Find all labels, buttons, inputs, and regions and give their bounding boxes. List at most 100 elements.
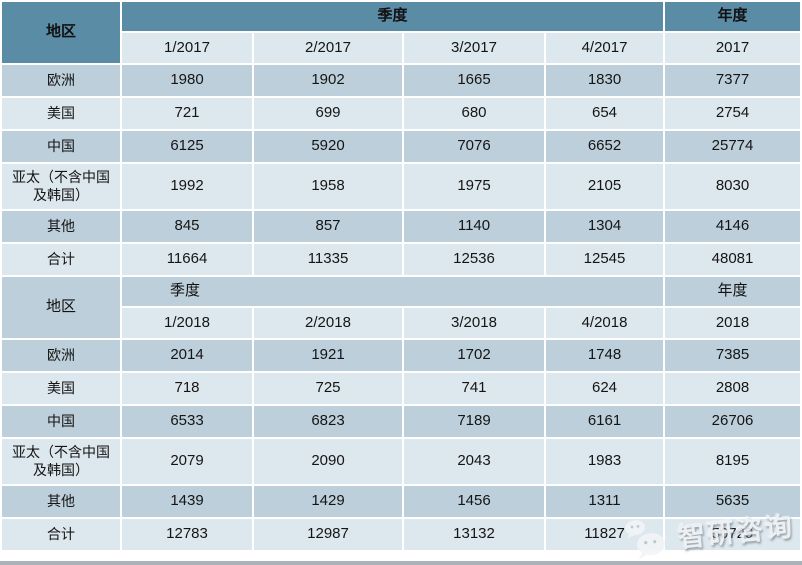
value-cell: 1748 xyxy=(546,340,664,371)
table-row: 合计 12783 12987 13132 11827 50729 xyxy=(2,519,801,550)
region-cell: 美国 xyxy=(2,373,120,404)
value-cell: 11664 xyxy=(122,244,252,275)
region-cell: 其他 xyxy=(2,211,120,242)
region-cell: 中国 xyxy=(2,406,120,437)
value-cell: 1992 xyxy=(122,164,252,209)
value-cell: 654 xyxy=(546,98,664,129)
region-cell: 欧洲 xyxy=(2,65,120,96)
value-cell: 2079 xyxy=(122,439,252,484)
value-cell: 1983 xyxy=(546,439,664,484)
region-cell: 亚太（不含中国及韩国） xyxy=(2,439,120,484)
value-cell: 721 xyxy=(122,98,252,129)
value-cell: 699 xyxy=(254,98,402,129)
region-cell: 欧洲 xyxy=(2,340,120,371)
table-row: 中国 6533 6823 7189 6161 26706 xyxy=(2,406,801,437)
value-cell: 5635 xyxy=(665,486,801,517)
value-cell: 2105 xyxy=(546,164,664,209)
column-header-row: 1/2018 2/2018 3/2018 4/2018 2018 xyxy=(2,308,801,338)
region-cell: 其他 xyxy=(2,486,120,517)
column-header-cell: 2/2017 xyxy=(254,33,402,63)
column-header-cell: 3/2018 xyxy=(404,308,544,338)
column-header-cell: 1/2018 xyxy=(122,308,252,338)
table-row: 中国 6125 5920 7076 6652 25774 xyxy=(2,131,801,162)
value-cell: 1304 xyxy=(546,211,664,242)
table-row: 合计 11664 11335 12536 12545 48081 xyxy=(2,244,801,275)
section-header-row: 地区 季度 年度 xyxy=(2,277,801,338)
quarterly-data-table: 地区 季度 年度 1/2017 2/2017 3/2017 4/2017 2017 欧洲 1980… xyxy=(0,0,802,552)
value-cell: 1456 xyxy=(404,486,544,517)
value-cell: 624 xyxy=(546,373,664,404)
value-cell: 6533 xyxy=(122,406,252,437)
value-cell: 1830 xyxy=(546,65,664,96)
value-cell: 12987 xyxy=(254,519,402,550)
value-cell: 6823 xyxy=(254,406,402,437)
table-row: 亚太（不含中国及韩国） 1992 1958 1975 2105 8030 xyxy=(2,164,801,209)
table-row: 美国 718 725 741 624 2808 xyxy=(2,373,801,404)
value-cell: 12545 xyxy=(546,244,664,275)
region-cell: 中国 xyxy=(2,131,120,162)
value-cell: 2014 xyxy=(122,340,252,371)
value-cell: 26706 xyxy=(665,406,801,437)
annual-header-cell: 年度 xyxy=(665,2,801,31)
value-cell: 6161 xyxy=(546,406,664,437)
table-row: 其他 1439 1429 1456 1311 5635 xyxy=(2,486,801,517)
period-header-cell: 季度 xyxy=(122,2,664,31)
value-cell: 4146 xyxy=(665,211,801,242)
value-cell: 5920 xyxy=(254,131,402,162)
value-cell: 2808 xyxy=(665,373,801,404)
value-cell: 12783 xyxy=(122,519,252,550)
column-header-cell: 2017 xyxy=(665,33,801,63)
value-cell: 12536 xyxy=(404,244,544,275)
value-cell: 2090 xyxy=(254,439,402,484)
value-cell: 7076 xyxy=(404,131,544,162)
value-cell: 6652 xyxy=(546,131,664,162)
column-header-row: 1/2017 2/2017 3/2017 4/2017 2017 xyxy=(2,33,801,63)
column-header-cell: 1/2017 xyxy=(122,33,252,63)
value-cell: 741 xyxy=(404,373,544,404)
region-cell: 美国 xyxy=(2,98,120,129)
value-cell: 680 xyxy=(404,98,544,129)
bottom-bar xyxy=(0,561,802,565)
table-row: 美国 721 699 680 654 2754 xyxy=(2,98,801,129)
value-cell: 13132 xyxy=(404,519,544,550)
value-cell: 725 xyxy=(254,373,402,404)
value-cell: 1958 xyxy=(254,164,402,209)
value-cell: 8195 xyxy=(665,439,801,484)
annual-header-cell: 年度 xyxy=(665,277,801,306)
value-cell: 50729 xyxy=(665,519,801,550)
value-cell: 1665 xyxy=(404,65,544,96)
column-header-cell: 2018 xyxy=(665,308,801,338)
table-row: 欧洲 2014 1921 1702 1748 7385 xyxy=(2,340,801,371)
region-cell: 合计 xyxy=(2,519,120,550)
value-cell: 48081 xyxy=(665,244,801,275)
column-header-cell: 2/2018 xyxy=(254,308,402,338)
value-cell: 1902 xyxy=(254,65,402,96)
table-row: 其他 845 857 1140 1304 4146 xyxy=(2,211,801,242)
value-cell: 1975 xyxy=(404,164,544,209)
value-cell: 1921 xyxy=(254,340,402,371)
value-cell: 1439 xyxy=(122,486,252,517)
value-cell: 7385 xyxy=(665,340,801,371)
region-header-cell: 地区 xyxy=(2,277,120,338)
value-cell: 8030 xyxy=(665,164,801,209)
column-header-cell: 3/2017 xyxy=(404,33,544,63)
value-cell: 1980 xyxy=(122,65,252,96)
value-cell: 11335 xyxy=(254,244,402,275)
value-cell: 857 xyxy=(254,211,402,242)
value-cell: 1429 xyxy=(254,486,402,517)
value-cell: 1311 xyxy=(546,486,664,517)
value-cell: 718 xyxy=(122,373,252,404)
region-cell: 亚太（不含中国及韩国） xyxy=(2,164,120,209)
region-header-cell: 地区 xyxy=(2,2,120,63)
value-cell: 7189 xyxy=(404,406,544,437)
value-cell: 1702 xyxy=(404,340,544,371)
column-header-cell: 4/2018 xyxy=(546,308,664,338)
region-cell: 合计 xyxy=(2,244,120,275)
value-cell: 2754 xyxy=(665,98,801,129)
value-cell: 845 xyxy=(122,211,252,242)
value-cell: 7377 xyxy=(665,65,801,96)
value-cell: 6125 xyxy=(122,131,252,162)
value-cell: 1140 xyxy=(404,211,544,242)
table-row: 亚太（不含中国及韩国） 2079 2090 2043 1983 8195 xyxy=(2,439,801,484)
